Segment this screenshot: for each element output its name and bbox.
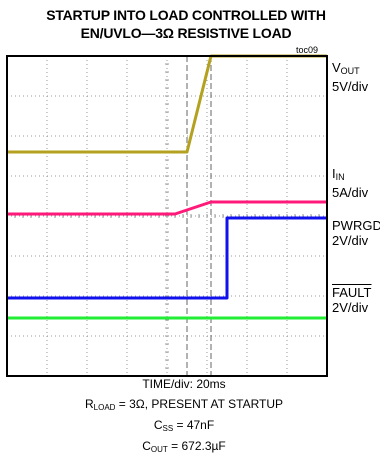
figure-tag: toc09 — [296, 45, 319, 55]
plot-frame — [6, 55, 328, 377]
trace-iin — [7, 200, 327, 216]
label-iin: IIN 5A/div — [332, 166, 369, 200]
label-vout: VOUT 5V/div — [332, 60, 369, 94]
plot-traces — [7, 54, 327, 320]
caption-cout: COUT = 672.3µF — [142, 439, 226, 454]
chart-title-line-2: EN/UVLO—3Ω RESISTIVE LOAD — [80, 25, 292, 41]
plot-grid — [7, 56, 327, 376]
label-fault: FAULT 2V/div — [332, 285, 372, 315]
caption-time-div: TIME/div: 20ms — [142, 377, 226, 391]
trace-pwrgd — [7, 216, 327, 300]
caption-rload: RLOAD = 3Ω, PRESENT AT STARTUP — [84, 397, 284, 412]
caption-css: CSS = 47nF — [153, 418, 215, 433]
label-pwrgd: PWRGD 2V/div — [332, 218, 380, 248]
chart-title-line-1: STARTUP INTO LOAD CONTROLLED WITH — [46, 7, 326, 23]
